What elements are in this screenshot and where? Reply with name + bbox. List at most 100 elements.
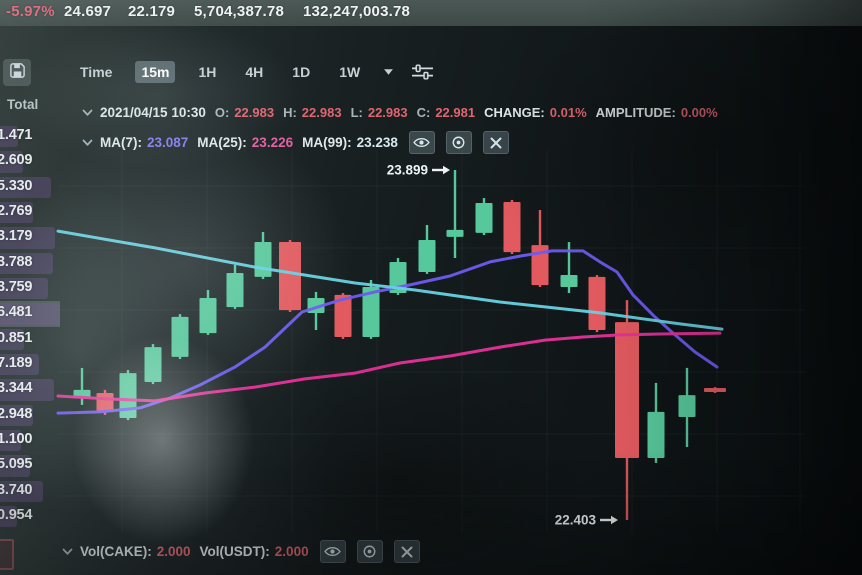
candle-body bbox=[446, 229, 464, 237]
candle-up bbox=[73, 367, 91, 405]
candle-down bbox=[531, 210, 549, 287]
orderbook-row[interactable]: 2.609 bbox=[0, 149, 60, 174]
candle-up bbox=[446, 170, 464, 258]
orderbook-row[interactable]: 5.330 bbox=[0, 175, 60, 200]
eye-button[interactable] bbox=[408, 131, 435, 154]
close-icon bbox=[400, 545, 414, 559]
tab-interval-1w[interactable]: 1W bbox=[339, 64, 361, 80]
orderbook-row[interactable]: 3.740 bbox=[0, 479, 60, 504]
orderbook-row[interactable]: 1.100 bbox=[0, 428, 60, 453]
orderbook-total-value: 2.769 bbox=[0, 202, 33, 219]
chart-grid bbox=[58, 150, 805, 533]
candle-datetime: 2021/04/15 10:30 bbox=[100, 105, 206, 120]
candle-down bbox=[588, 275, 606, 333]
orderbook-row[interactable]: 3.788 bbox=[0, 251, 60, 276]
target-button[interactable] bbox=[445, 131, 472, 154]
volume-field-value: 2.000 bbox=[156, 544, 191, 559]
annotation-arrow-head bbox=[611, 515, 618, 525]
orderbook-total-value: 3.179 bbox=[0, 228, 33, 245]
time-menu-label[interactable]: Time bbox=[80, 64, 113, 80]
interval-dropdown-button[interactable] bbox=[383, 68, 394, 76]
ohlc-field-value: 22.983 bbox=[367, 105, 408, 120]
ohlc-readout-row: 2021/04/15 10:30 O: 22.983 H: 22.983 L: 22.983… bbox=[82, 105, 718, 120]
ohlc-field-value: 0.00% bbox=[680, 105, 718, 120]
orderbook-row[interactable]: 3.344 bbox=[0, 377, 60, 402]
target-icon bbox=[451, 135, 466, 150]
ma-field-value: 23.226 bbox=[251, 135, 294, 150]
floppy-disk-icon bbox=[9, 62, 26, 84]
ma-field-label: MA(99): bbox=[302, 135, 352, 150]
orderbook-total-value: 5.330 bbox=[0, 177, 33, 194]
orderbook-row[interactable]: 6.481 bbox=[0, 301, 60, 327]
ma-field: MA(7): 23.087 bbox=[100, 135, 188, 150]
orderbook-total-value: 3.759 bbox=[0, 278, 33, 295]
candle-body bbox=[503, 202, 521, 253]
candle-body bbox=[418, 239, 436, 273]
candles-layer bbox=[73, 170, 726, 520]
candle-down bbox=[279, 239, 301, 313]
candle-up bbox=[226, 264, 244, 309]
candle-body bbox=[279, 242, 301, 311]
candle-body bbox=[254, 242, 272, 277]
eye-button[interactable] bbox=[319, 540, 346, 563]
ohlc-field: L: 22.983 bbox=[351, 105, 408, 120]
orderbook-row[interactable]: 3.759 bbox=[0, 276, 60, 301]
ma-field: MA(25): 23.226 bbox=[197, 135, 293, 150]
ohlc-field-value: 22.983 bbox=[301, 105, 342, 120]
candle-up bbox=[171, 314, 189, 360]
orderbook-row[interactable]: 2.948 bbox=[0, 403, 60, 428]
orderbook-row[interactable]: 2.769 bbox=[0, 200, 60, 225]
candle-body bbox=[199, 297, 217, 334]
tab-interval-1d[interactable]: 1D bbox=[292, 64, 311, 80]
annotation-arrow-head bbox=[443, 165, 450, 175]
candle-body bbox=[647, 411, 665, 459]
orderbook-total-value: 2.948 bbox=[0, 405, 33, 422]
orderbook-row[interactable]: 0.954 bbox=[0, 504, 60, 529]
orderbook-row[interactable]: 0.851 bbox=[0, 327, 60, 352]
collapse-ohlc-button[interactable] bbox=[82, 109, 93, 117]
chart-settings-button[interactable] bbox=[411, 63, 434, 81]
close-button[interactable] bbox=[393, 540, 420, 563]
orderbook-total-value: 6.481 bbox=[0, 304, 33, 321]
target-button[interactable] bbox=[356, 540, 383, 563]
orderbook-row[interactable]: 5.095 bbox=[0, 453, 60, 478]
save-chart-button[interactable] bbox=[3, 59, 31, 86]
candle-body bbox=[226, 272, 244, 308]
tab-interval-1h[interactable]: 1H bbox=[198, 64, 217, 80]
ohlc-field-label: O: bbox=[214, 105, 230, 120]
chevron-down-icon bbox=[82, 109, 93, 117]
ohlc-field-value: 22.983 bbox=[234, 105, 275, 120]
candle-body bbox=[678, 395, 696, 418]
ohlc-field: H: 22.983 bbox=[283, 105, 341, 120]
candle-body bbox=[475, 202, 493, 233]
ohlc-field: C: 22.981 bbox=[417, 105, 475, 120]
ohlc-field-label: C: bbox=[416, 105, 431, 120]
chevron-down-icon bbox=[82, 139, 93, 147]
orderbook-row[interactable]: 3.179 bbox=[0, 225, 60, 250]
candle-body bbox=[704, 388, 726, 393]
collapse-volume-button[interactable] bbox=[62, 548, 73, 556]
candle-up bbox=[199, 290, 217, 335]
ohlc-field: O: 22.983 bbox=[215, 105, 274, 120]
candle-body bbox=[615, 322, 639, 459]
candle-up bbox=[119, 370, 137, 421]
orderbook-total-value: 3.788 bbox=[0, 253, 33, 270]
volume-readout-row: Vol(CAKE): 2.000 Vol(USDT): 2.000 bbox=[62, 540, 420, 563]
orderbook-row[interactable]: 1.471 bbox=[0, 124, 60, 149]
ma-field-value: 23.238 bbox=[356, 135, 398, 150]
ohlc-field-label: AMPLITUDE: bbox=[595, 105, 676, 120]
ticker-stat: -5.97% bbox=[6, 3, 55, 20]
ma-readout-row: MA(7): 23.087 MA(25): 23.226 MA(99): 23.238 bbox=[82, 131, 509, 154]
tab-interval-4h[interactable]: 4H bbox=[245, 64, 264, 80]
orderbook-total-value: 0.954 bbox=[0, 506, 33, 523]
collapse-ma-button[interactable] bbox=[82, 139, 93, 147]
volume-field: Vol(CAKE): 2.000 bbox=[80, 544, 191, 559]
close-button[interactable] bbox=[482, 131, 509, 154]
sliders-icon bbox=[411, 63, 434, 81]
orderbook-row[interactable]: 7.189 bbox=[0, 352, 60, 377]
ma-field-value: 23.087 bbox=[147, 135, 189, 150]
cropped-edge-element bbox=[0, 539, 14, 570]
tab-interval-15m[interactable]: 15m bbox=[135, 61, 176, 83]
